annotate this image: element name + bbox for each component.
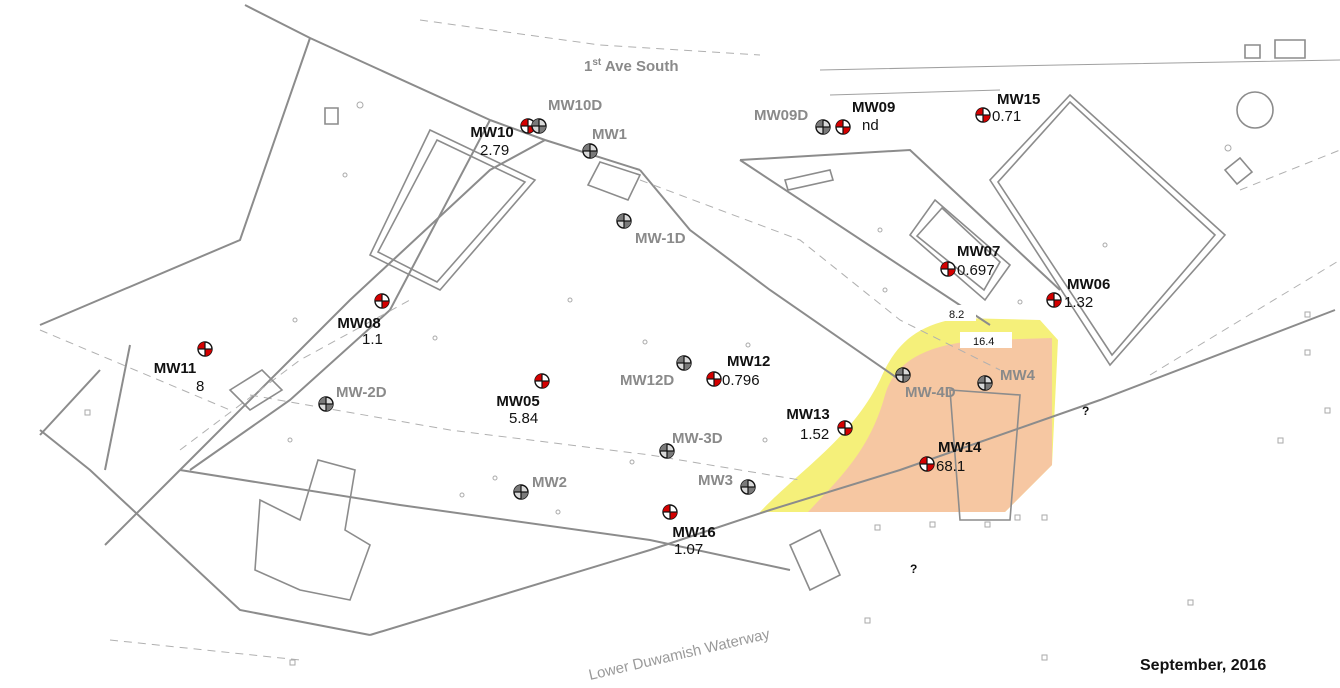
buildings [228,39,1306,601]
well-id-label: MW12 [727,353,770,370]
well-id-label: MW07 [957,243,1000,260]
survey-points [84,101,1331,666]
monitoring-well-icon [513,484,529,500]
monitoring-well-icon [815,119,831,135]
well-id-label: MW12D [620,372,674,389]
well-concentration-value: 5.84 [509,410,538,427]
well-id-label: MW2 [532,474,567,491]
well-id-label: MW11 [154,360,197,377]
well-id-label: MW15 [997,91,1040,108]
well-id-label: MW14 [938,439,982,456]
monitoring-well-icon [676,355,692,371]
sampled-well-icon [197,341,213,357]
sampled-well-icon [940,261,956,277]
road-label: 1st Ave South [584,57,678,75]
well-concentration-value: 0.71 [992,108,1021,125]
well-id-label: MW4 [1000,367,1036,384]
contour-16.4-label-bg [960,332,1012,348]
monitoring-well-icon [616,213,632,229]
well-id-label: MW-1D [635,230,686,247]
well-id-label: MW08 [337,315,380,332]
well-id-label: MW06 [1067,276,1110,293]
sampled-well-icon [975,107,991,123]
sampled-well-icon [706,371,722,387]
well-id-label: MW09 [852,99,895,116]
well-id-label: MW-4D [905,384,956,401]
monitoring-well-icon [740,479,756,495]
well-id-label: MW13 [786,406,829,423]
well-id-label: MW3 [698,472,733,489]
unknown-marker: ? [910,562,917,576]
monitoring-well-icon [318,396,334,412]
sampled-well-icon [837,420,853,436]
well-id-label: MW05 [496,393,539,410]
sampled-well-icon [534,373,550,389]
well-concentration-value: 68.1 [936,458,965,475]
well-concentration-value: 8 [196,378,204,395]
well-concentration-value: nd [862,117,879,134]
contour-16.4-label: 16.4 [973,336,994,348]
well-concentration-value: 0.796 [722,372,760,389]
sampled-well-icon [835,119,851,135]
well-concentration-value: 0.697 [957,262,995,279]
date-label: September, 2016 [1140,657,1266,674]
well-concentration-value: 1.32 [1064,294,1093,311]
contour-8.2-label-bg [942,305,976,321]
well-id-label: MW16 [672,524,715,541]
well-id-label: MW1 [592,126,627,143]
parcel-lines [39,4,1340,661]
unknown-marker: ? [1082,404,1089,418]
well-concentration-value: 1.07 [674,541,703,558]
waterway-label: Lower Duwamish Waterway [587,626,772,684]
well-concentration-value: 2.79 [480,142,509,159]
monitoring-well-icon [531,118,547,134]
well-id-label: MW10 [470,124,513,141]
sampled-well-icon [662,504,678,520]
well-id-label: MW09D [754,107,808,124]
well-id-label: MW-3D [672,430,723,447]
well-concentration-value: 1.1 [362,331,383,348]
sampled-well-icon [1046,292,1062,308]
well-id-label: MW10D [548,97,602,114]
well-id-label: MW-2D [336,384,387,401]
contour-8.2-label: 8.2 [949,309,964,321]
sampled-well-icon [374,293,390,309]
monitoring-well-icon [977,375,993,391]
sampled-well-icon [919,456,935,472]
monitoring-well-icon [659,443,675,459]
monitoring-well-icon [582,143,598,159]
well-concentration-value: 1.52 [800,426,829,443]
monitoring-well-icon [895,367,911,383]
